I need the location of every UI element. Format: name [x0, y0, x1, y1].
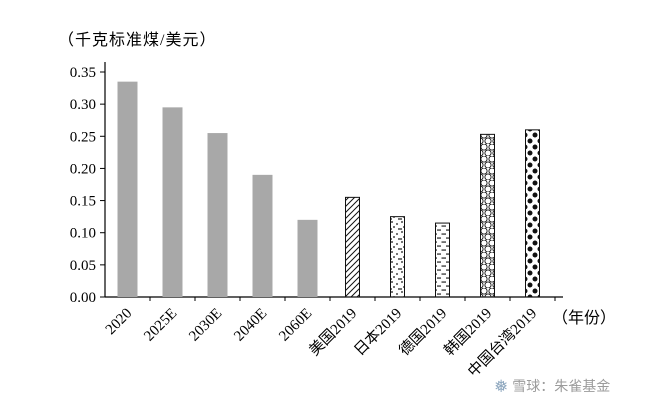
- x-tick-label: 2025E: [141, 306, 180, 345]
- y-axis-unit-label: （千克标准煤/美元）: [58, 32, 217, 49]
- snowflake-icon: ❅: [494, 376, 509, 396]
- bar: [207, 133, 228, 297]
- watermark-text: 雪球：朱雀基金: [512, 380, 611, 395]
- y-tick-label: 0.00: [70, 290, 96, 306]
- y-tick-label: 0.10: [70, 226, 96, 242]
- y-tick-label: 0.30: [70, 97, 96, 113]
- bar: [435, 222, 450, 298]
- bar: [117, 81, 138, 298]
- x-tick-label: 美国2019: [306, 305, 360, 359]
- y-tick-label: 0.20: [70, 161, 96, 177]
- y-tick-label: 0.15: [70, 194, 96, 210]
- x-tick-label: 2040E: [231, 306, 270, 345]
- bar: [345, 196, 360, 298]
- x-tick-label: 2030E: [186, 306, 225, 345]
- bar: [297, 219, 318, 297]
- x-tick-label: 日本2019: [351, 305, 405, 359]
- x-axis-title: （年份）: [552, 310, 617, 327]
- y-tick-label: 0.25: [70, 129, 96, 145]
- bar: [480, 133, 495, 298]
- x-tick-label: 2020: [103, 306, 136, 339]
- watermark: ❅ 雪球：朱雀基金: [494, 376, 610, 396]
- y-tick-label: 0.05: [70, 258, 96, 274]
- x-tick-label: 2060E: [276, 306, 315, 345]
- y-tick-label: 0.35: [70, 65, 96, 81]
- bar: [162, 107, 183, 297]
- bar: [252, 174, 273, 297]
- bar: [525, 129, 540, 298]
- x-tick-label: 德国2019: [395, 304, 450, 359]
- bar: [390, 216, 405, 298]
